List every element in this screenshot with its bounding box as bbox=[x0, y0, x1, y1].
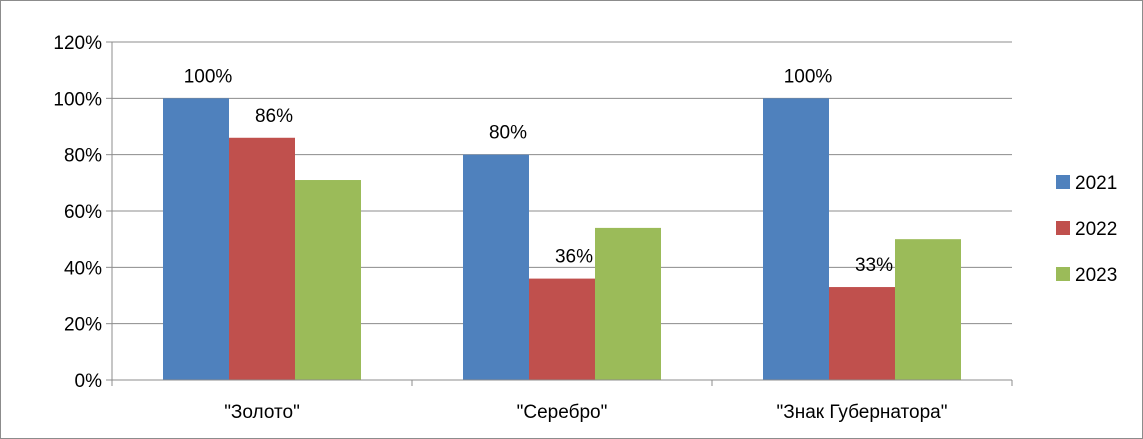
bar-2021-1 bbox=[463, 154, 529, 380]
bar-2022-2 bbox=[829, 287, 895, 380]
data-labels: 100% 86% 80% 36% 100% 33% bbox=[184, 66, 893, 276]
legend-label: 2021 bbox=[1075, 173, 1117, 194]
bar-2023-0 bbox=[295, 180, 361, 380]
data-label: 33% bbox=[855, 255, 893, 276]
legend-label: 2023 bbox=[1075, 265, 1117, 286]
y-tick-label: 100% bbox=[53, 89, 102, 110]
axes bbox=[106, 41, 1013, 386]
bars bbox=[163, 98, 961, 380]
x-category-label: "Знак Губернатора" bbox=[777, 402, 948, 423]
data-label: 36% bbox=[555, 247, 593, 268]
data-label: 100% bbox=[184, 66, 233, 87]
bar-2021-2 bbox=[763, 98, 829, 380]
legend: 2021 2022 2023 bbox=[1056, 173, 1117, 286]
y-tick-label: 80% bbox=[64, 146, 102, 167]
y-tick-label: 40% bbox=[64, 258, 102, 279]
y-tick-label: 60% bbox=[64, 202, 102, 223]
x-category-label: "Серебро" bbox=[517, 402, 608, 423]
data-label: 86% bbox=[255, 106, 293, 127]
legend-label: 2022 bbox=[1075, 219, 1117, 240]
legend-swatch-2021 bbox=[1056, 175, 1070, 189]
data-label: 100% bbox=[784, 66, 833, 87]
x-category-label: "Золото" bbox=[224, 402, 300, 423]
y-tick-label: 0% bbox=[75, 371, 103, 392]
legend-swatch-2023 bbox=[1056, 267, 1070, 281]
x-tick-labels: "Золото" "Серебро" "Знак Губернатора" bbox=[224, 402, 947, 423]
bar-2022-1 bbox=[529, 278, 595, 380]
bar-2023-2 bbox=[895, 239, 961, 380]
legend-swatch-2022 bbox=[1056, 221, 1070, 235]
bar-2022-0 bbox=[229, 137, 295, 380]
data-label: 80% bbox=[489, 123, 527, 144]
y-tick-label: 20% bbox=[64, 315, 102, 336]
bar-2021-0 bbox=[163, 98, 229, 380]
y-tick-label: 120% bbox=[53, 33, 102, 54]
bar-2023-1 bbox=[595, 227, 661, 380]
y-tick-labels: 0% 20% 40% 60% 80% 100% 120% bbox=[53, 33, 102, 392]
